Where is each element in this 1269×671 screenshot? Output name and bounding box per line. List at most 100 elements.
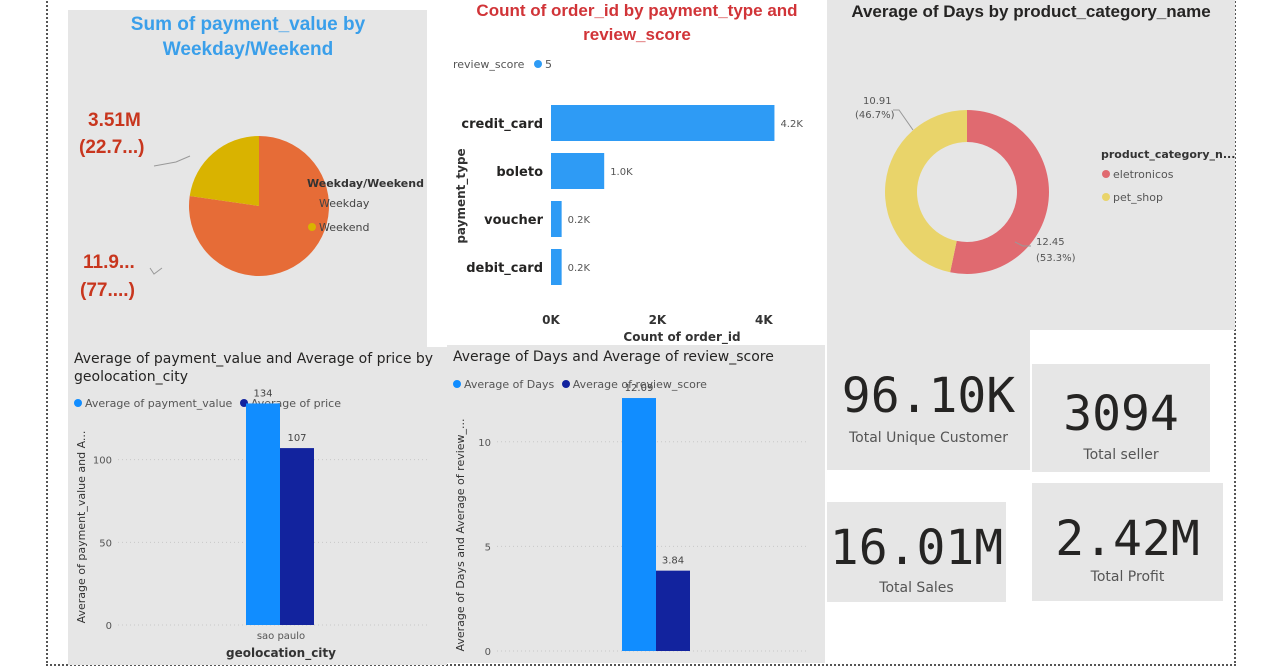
price-swatch — [239, 399, 248, 407]
bar-x-tick: 4K — [755, 313, 773, 327]
weekday-swatch — [308, 199, 316, 207]
bar-x-tick: 2K — [649, 313, 667, 327]
donut-label-ele-value: 12.45 — [1036, 237, 1065, 248]
city-bar-1[interactable] — [246, 403, 280, 625]
bar-data-label: 4.2K — [780, 119, 803, 130]
bar-data-label: 0.2K — [568, 215, 591, 226]
days-legend-item-1: Average of Days — [464, 378, 555, 391]
donut-label-pet-value: 10.91 — [863, 96, 892, 107]
bar-boleto[interactable] — [551, 153, 605, 189]
donut-legend-item-pet-shop[interactable]: pet_shop — [1102, 191, 1163, 204]
bar-chart-title: Count of order_id by payment_type and re… — [476, 1, 798, 44]
kpi-sales-label: Total Sales — [879, 580, 954, 596]
city-chart-svg: 0 50 100 134 107 Average of payment_value an… — [75, 388, 428, 661]
kpi-profit-label: Total Profit — [1090, 569, 1165, 585]
pie-chart-svg — [149, 136, 329, 276]
kpi-sales-card: 16.01M Total Sales — [827, 502, 1006, 602]
city-data-label: 107 — [287, 433, 306, 444]
donut-chart-svg — [885, 109, 1049, 274]
kpi-sales-value: 16.01M — [829, 520, 1004, 576]
donut-chart-card[interactable]: Average of Days by product_category_name… — [827, 0, 1235, 330]
bar-category-label: boleto — [496, 165, 543, 180]
pie-chart-card[interactable]: Sum of payment_value by Weekday/Weekend … — [68, 10, 427, 347]
days-y-axis-label: Average of Days and Average of review_..… — [454, 418, 467, 651]
kpi-profit-value: 2.42M — [1055, 511, 1200, 567]
days-bar-2[interactable] — [656, 570, 690, 651]
city-x-axis-label: geolocation_city — [226, 646, 336, 661]
donut-legend-item-eletronicos[interactable]: eletronicos — [1102, 168, 1173, 181]
review-score-swatch — [533, 60, 542, 68]
bar-debit_card[interactable] — [551, 249, 562, 285]
donut-legend-label-pet-shop: pet_shop — [1113, 191, 1163, 204]
bar-y-axis-label: payment_type — [454, 148, 469, 243]
payment-value-swatch — [74, 399, 82, 407]
bar-data-label: 1.0K — [610, 167, 633, 178]
kpi-unique-customer-card: 96.10K Total Unique Customer — [827, 330, 1030, 470]
days-data-label: 3.84 — [662, 556, 684, 567]
city-x-tick-label: sao paulo — [257, 631, 305, 642]
days-bar-1[interactable] — [622, 398, 656, 651]
city-bar-card[interactable]: Average of payment_value and Average of … — [68, 347, 447, 665]
bar-voucher[interactable] — [551, 201, 562, 237]
days-bar-card[interactable]: Average of Days and Average of review_sc… — [447, 345, 825, 663]
bar-credit_card[interactable] — [551, 105, 775, 141]
donut-legend-label-eletronicos: eletronicos — [1113, 168, 1174, 181]
days-chart-title: Average of Days and Average of review_sc… — [453, 349, 774, 365]
pie-legend-label-weekend: Weekend — [319, 221, 370, 234]
donut-slice-eletronicos[interactable] — [950, 110, 1049, 274]
bar-category-label: credit_card — [461, 117, 543, 132]
city-chart-title: Average of payment_value and Average of … — [74, 351, 434, 385]
dashboard-frame — [46, 0, 1236, 666]
y-tick-label: 0 — [485, 647, 491, 658]
kpi-seller-value: 3094 — [1063, 386, 1179, 442]
donut-legend-title: product_category_n... — [1101, 148, 1236, 161]
donut-chart-title: Average of Days by product_category_name — [851, 2, 1211, 21]
bar-legend-item: 5 — [544, 58, 552, 71]
kpi-unique-customer-value: 96.10K — [841, 368, 1016, 424]
bar-category-label: debit_card — [466, 261, 543, 276]
weekend-swatch — [308, 223, 316, 231]
pie-legend-title: Weekday/Weekend — [307, 177, 424, 190]
pie-slice-weekend[interactable] — [189, 136, 259, 206]
days-chart-svg: 0 5 10 12.09 3.84 Average of Days and Averag… — [454, 383, 807, 658]
kpi-profit-card: 2.42M Total Profit — [1032, 483, 1223, 601]
donut-label-ele-pct: (53.3%) — [1036, 253, 1076, 264]
bar-x-tick: 0K — [542, 313, 560, 327]
pie-leader-weekend — [153, 155, 191, 167]
bar-legend: review_score 5 — [453, 58, 552, 71]
city-y-axis-label: Average of payment_value and A... — [75, 431, 88, 624]
y-tick-label: 10 — [478, 438, 491, 449]
days-legend: Average of Days Average of review_score — [453, 378, 707, 391]
days-swatch — [453, 380, 461, 388]
pie-label-weekend-value: 3.51M — [88, 110, 141, 131]
y-tick-label: 50 — [99, 538, 112, 549]
review-swatch — [561, 380, 570, 388]
bar-legend-title: review_score — [453, 58, 525, 71]
eletronicos-swatch — [1102, 170, 1110, 178]
pie-leader-weekday — [149, 267, 163, 275]
y-tick-label: 5 — [485, 542, 491, 553]
city-bar-2[interactable] — [280, 448, 314, 625]
pet-shop-swatch — [1102, 193, 1110, 201]
pie-legend-item-weekend[interactable]: Weekend — [308, 221, 369, 234]
donut-label-pet-pct: (46.7%) — [855, 110, 895, 121]
city-legend-item-1: Average of payment_value — [85, 397, 233, 410]
y-tick-label: 100 — [93, 456, 112, 467]
kpi-seller-label: Total seller — [1083, 447, 1159, 463]
pie-label-weekday-value: 11.9... — [83, 252, 135, 273]
bar-category-label: voucher — [484, 213, 543, 228]
pie-legend-item-weekday[interactable]: Weekday — [308, 197, 369, 210]
kpi-unique-customer-label: Total Unique Customer — [849, 430, 1008, 446]
bar-x-axis-label: Count of order_id — [623, 330, 740, 345]
payment-type-bar-card[interactable]: Count of order_id by payment_type and re… — [447, 0, 825, 347]
bar-data-label: 0.2K — [568, 263, 591, 274]
pie-legend-label-weekday: Weekday — [319, 197, 370, 210]
bar-chart-svg: credit_card 4.2K boleto 1.0K voucher 0.2K debi… — [454, 105, 803, 345]
pie-label-weekday-pct: (77....) — [80, 280, 135, 301]
pie-chart-title: Sum of payment_value by Weekday/Weekend — [130, 14, 366, 60]
donut-slice-pet-shop[interactable] — [885, 110, 967, 273]
y-tick-label: 0 — [106, 621, 112, 632]
city-data-label: 134 — [253, 388, 272, 399]
days-legend-item-2: Average of review_score — [572, 378, 707, 391]
donut-leader-pet — [893, 109, 914, 131]
